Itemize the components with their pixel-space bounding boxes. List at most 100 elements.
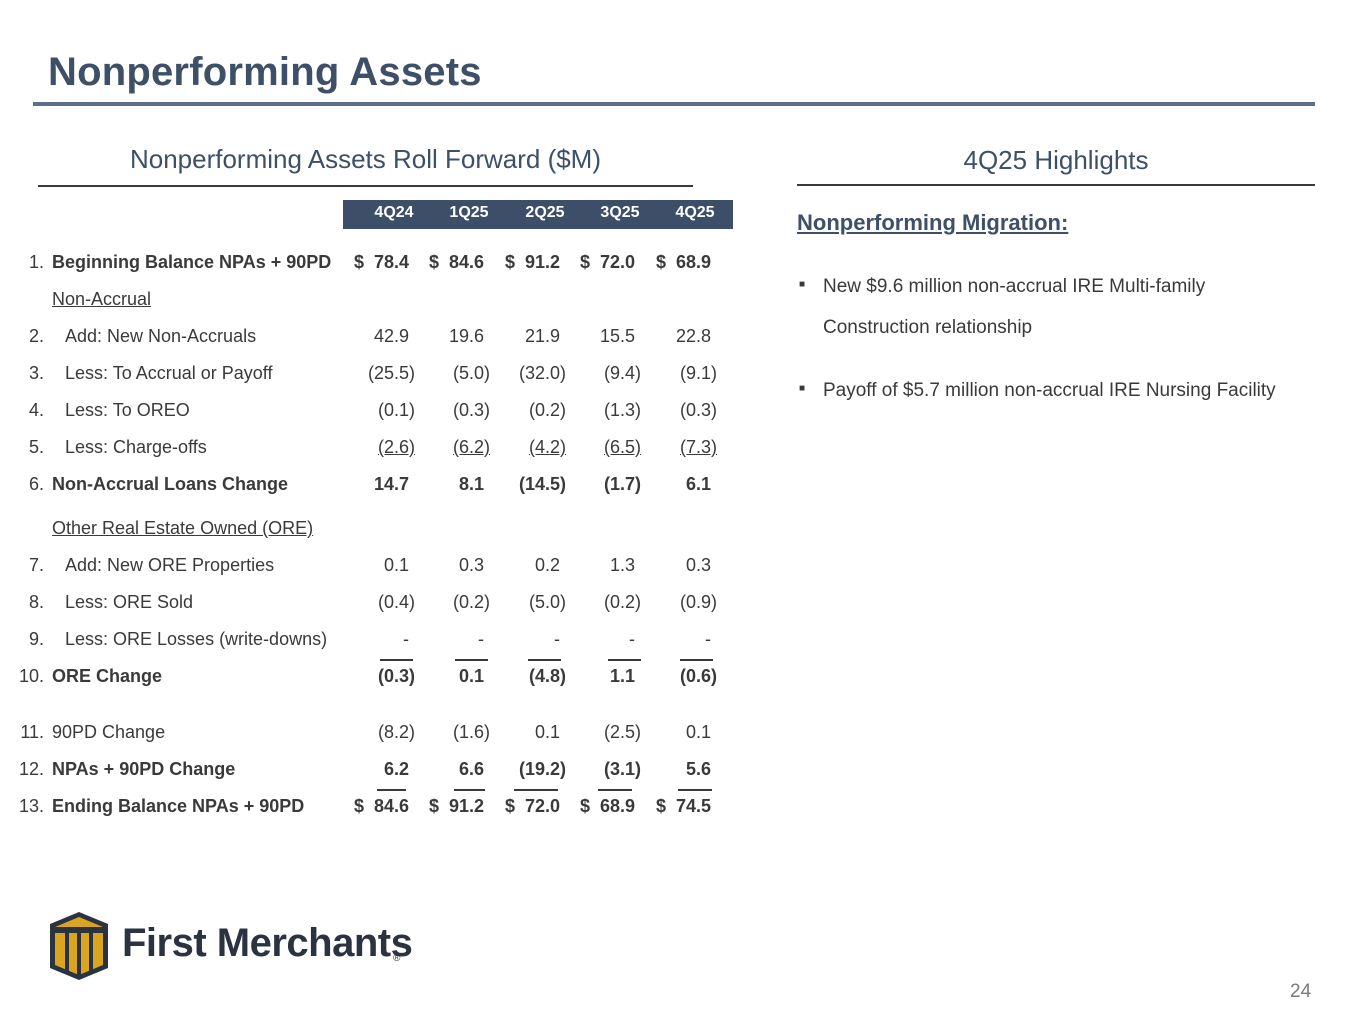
- first-merchants-logo-icon: [50, 912, 108, 980]
- table-cell: -: [478, 629, 484, 649]
- table-header-band: [343, 200, 733, 229]
- table-row: Other Real Estate Owned (ORE): [0, 518, 740, 548]
- row-number: 13.: [18, 796, 44, 816]
- table-row: 1. Beginning Balance NPAs + 90PD 78.4 $84.6…: [0, 252, 740, 282]
- row-label: Non-Accrual Loans Change: [52, 474, 289, 494]
- row-number: 2.: [28, 326, 44, 346]
- currency-symbol: $: [429, 796, 440, 816]
- table-cell: (4.2): [528, 437, 566, 457]
- table-row: 7. Add: New ORE Properties 0.1 0.3 0.2 1.3 0.3: [0, 555, 740, 585]
- currency-symbol: $: [354, 252, 365, 272]
- logo-registered-mark: ®: [393, 953, 401, 964]
- total-underline: [608, 659, 641, 661]
- highlights-subtitle: Nonperforming Migration:: [797, 210, 1069, 235]
- currency-symbol: $: [505, 252, 516, 272]
- title-rule: [33, 102, 1315, 106]
- table-cell: (5.0): [528, 592, 566, 612]
- row-number: 5.: [28, 437, 44, 457]
- row-number: 7.: [28, 555, 44, 575]
- currency-symbol: $: [429, 252, 440, 272]
- table-cell: (6.5): [603, 437, 641, 457]
- total-underline: [514, 789, 558, 791]
- roll-forward-rule: [38, 185, 693, 187]
- table-cell: 19.6: [448, 326, 484, 346]
- page-title: Nonperforming Assets: [48, 50, 482, 94]
- table-cell: (25.5): [367, 363, 415, 383]
- currency-symbol: $: [656, 796, 667, 816]
- table-cell: (14.5): [518, 474, 566, 494]
- table-cell: -: [629, 629, 635, 649]
- row-number: 10.: [18, 666, 44, 686]
- table-cell: 0.1: [685, 722, 711, 742]
- table-cell: (4.8): [528, 666, 566, 686]
- section-label: Other Real Estate Owned (ORE): [52, 518, 314, 538]
- row-number: 4.: [28, 400, 44, 420]
- col-header-2q25: 2Q25: [525, 204, 565, 221]
- table-row: 10. ORE Change (0.3) 0.1 (4.8) 1.1 (0.6): [0, 666, 740, 696]
- total-underline: [377, 789, 406, 791]
- table-cell: 68.9: [599, 796, 635, 816]
- table-cell: 78.4: [373, 252, 409, 272]
- currency-symbol: $: [505, 796, 516, 816]
- table-cell: (8.2): [377, 722, 415, 742]
- table-cell: 84.6: [448, 252, 484, 272]
- row-label: 90PD Change: [52, 722, 166, 742]
- table-cell: (1.6): [452, 722, 490, 742]
- currency-symbol: $: [580, 796, 591, 816]
- table-cell: 91.2: [524, 252, 560, 272]
- table-cell: (2.5): [603, 722, 641, 742]
- row-label: Ending Balance NPAs + 90PD: [52, 796, 305, 816]
- table-cell: 8.1: [458, 474, 484, 494]
- table-cell: (0.1): [377, 400, 415, 420]
- row-label: Less: ORE Losses (write-downs): [65, 629, 328, 649]
- highlights-rule: [797, 184, 1315, 186]
- row-label: Less: Charge-offs: [65, 437, 207, 457]
- table-row: 5. Less: Charge-offs (2.6) (6.2) (4.2) (6.5) (…: [0, 437, 740, 467]
- table-row: 6. Non-Accrual Loans Change 14.7 8.1 (14.5) (…: [0, 474, 740, 504]
- table-cell: -: [705, 629, 711, 649]
- total-underline: [380, 659, 413, 661]
- row-number: 8.: [28, 592, 44, 612]
- table-cell: (32.0): [518, 363, 566, 383]
- currency-symbol: $: [656, 252, 667, 272]
- row-number: 3.: [28, 363, 44, 383]
- row-label: Less: ORE Sold: [65, 592, 194, 612]
- table-cell: (0.6): [679, 666, 717, 686]
- table-cell: (1.7): [603, 474, 641, 494]
- col-header-4q24: 4Q24: [374, 204, 414, 221]
- table-cell: 0.1: [383, 555, 409, 575]
- roll-forward-title: Nonperforming Assets Roll Forward ($M): [129, 144, 602, 174]
- currency-symbol: $: [580, 252, 591, 272]
- table-cell: 6.1: [685, 474, 711, 494]
- row-label: Beginning Balance NPAs + 90PD: [52, 252, 332, 272]
- table-cell: (7.3): [679, 437, 717, 457]
- total-underline: [528, 659, 561, 661]
- row-number: 6.: [28, 474, 44, 494]
- col-header-1q25: 1Q25: [449, 204, 489, 221]
- table-cell: (9.4): [603, 363, 641, 383]
- table-row: 2. Add: New Non-Accruals 42.9 19.6 21.9 15.5 2…: [0, 326, 740, 356]
- table-cell: (9.1): [679, 363, 717, 383]
- table-cell: 1.1: [609, 666, 635, 686]
- table-cell: (0.9): [679, 592, 717, 612]
- highlight-bullet-1: New $9.6 million non-accrual IRE Multi-f…: [823, 276, 1206, 338]
- row-label: Less: To OREO: [65, 400, 190, 420]
- table-cell: (19.2): [518, 759, 566, 779]
- total-underline: [680, 659, 713, 661]
- row-number: 9.: [28, 629, 44, 649]
- page-number: 24: [1290, 981, 1312, 1002]
- table-cell: 91.2: [448, 796, 484, 816]
- table-cell: (6.2): [452, 437, 490, 457]
- table-cell: 0.3: [458, 555, 484, 575]
- total-underline: [454, 789, 485, 791]
- table-cell: 1.3: [609, 555, 635, 575]
- table-row: 11. 90PD Change (8.2) (1.6) 0.1 (2.5) 0.1: [0, 722, 740, 752]
- bullet-marker: ■: [799, 383, 806, 394]
- row-number: 1.: [28, 252, 44, 272]
- table-cell: 5.6: [685, 759, 711, 779]
- table-cell: (0.4): [377, 592, 415, 612]
- table-row: 9. Less: ORE Losses (write-downs) - - - - -: [0, 629, 740, 659]
- table-cell: 68.9: [675, 252, 711, 272]
- row-label: Add: New Non-Accruals: [65, 326, 257, 346]
- table-cell: (0.2): [603, 592, 641, 612]
